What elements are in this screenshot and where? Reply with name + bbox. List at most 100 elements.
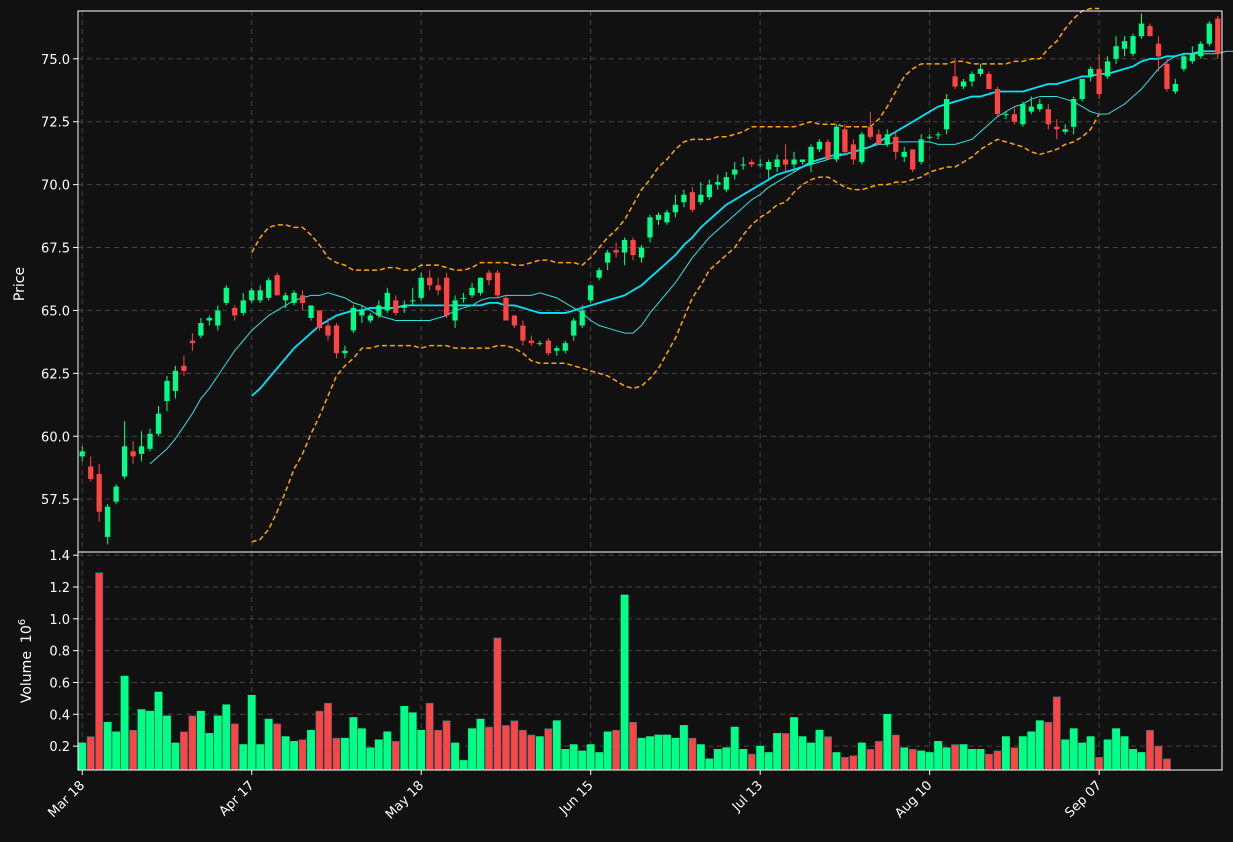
candle-body [1011,114,1018,122]
volume-bar [281,736,290,771]
candle-up [376,300,382,318]
candle-body [1062,129,1068,132]
candle-down [96,463,102,522]
volume-bar [196,710,205,771]
volume-bar [307,729,315,771]
candle-body [130,451,136,457]
candle-body [554,348,560,351]
candle-body [1206,23,1212,44]
candle-up [799,159,806,165]
candle-up [672,194,679,218]
candle-body [494,272,501,296]
candle-down [876,129,882,145]
volume-tick-label: 1.0 [49,613,70,628]
candle-body [757,164,763,166]
candle-up [282,292,289,308]
volume-bar [1137,752,1146,771]
candle-down [1155,36,1162,72]
volume-bar [1103,739,1112,771]
candle-down [842,124,848,155]
candle-body [138,446,145,454]
volume-bar [366,747,375,771]
candle-body [927,136,933,138]
candle-body [621,239,628,253]
volume-bar [171,742,180,771]
candle-body [1155,43,1162,57]
price-tick-label: 72.5 [41,116,70,131]
candle-body [333,325,340,354]
volume-bar [391,741,400,771]
volume-bar [468,728,476,771]
candle-up [698,182,704,205]
candle-body [206,317,212,321]
candle-body [350,307,357,331]
volume-bar [476,718,485,771]
candle-body [96,473,102,512]
volume-bar [103,721,112,771]
volume-axis-title: Volume 106 [17,619,35,703]
volume-bar [713,749,722,771]
candle-up [1121,36,1128,57]
candle-up [113,484,119,505]
volume-bar [256,744,265,771]
candle-body [181,365,187,371]
candle-up [240,292,246,316]
volume-bar [874,741,883,771]
volume-bar [349,717,358,771]
candle-body [1181,56,1187,69]
volume-bar [451,742,460,771]
candle-body [723,177,729,190]
volume-bar [934,741,943,771]
volume-bar [459,760,468,771]
volume-bar [1112,728,1121,771]
candle-up [460,292,467,303]
candle-body [655,214,662,220]
candle-up [164,375,170,412]
price-tick-label: 57.5 [41,493,70,508]
volume-bar [315,710,324,771]
candle-body [1003,114,1009,116]
volume-bar [663,734,671,771]
candle-body [799,159,806,162]
candle-down [299,290,306,311]
volume-bar [205,733,214,771]
candle-body [1147,26,1153,37]
volume-bar [612,729,621,771]
volume-tick-label: 0.4 [49,708,70,723]
volume-bar [213,715,222,771]
candle-down [689,187,695,213]
candle-up [791,151,797,173]
volume-bar [78,742,87,771]
volume-bar [230,723,239,771]
volume-bar [120,675,129,771]
candle-down [1096,53,1102,100]
volume-bars [78,572,1171,771]
volume-bar [959,744,968,771]
candle-down [316,310,323,331]
volume-bar [154,691,163,771]
volume-bar [222,704,231,771]
candle-up [1198,41,1204,59]
volume-axis-label: Volume [19,651,35,703]
candle-body [477,277,484,293]
candle-body [121,446,128,477]
candle-body [1172,83,1179,92]
volume-bar [1078,742,1087,771]
candle-up [918,134,924,165]
volume-bar [163,715,171,771]
volume-multiplier: 10 [19,625,35,643]
volume-bar [620,594,629,771]
candle-body [1113,46,1119,59]
candle-down [850,139,857,165]
candle-up [401,300,407,313]
volume-bar [1027,731,1036,771]
volume-bar [290,741,299,771]
candle-body [952,76,958,87]
candle-up [774,154,780,173]
candle-up [1206,21,1212,47]
volume-bar [527,734,536,771]
candle-body [325,325,331,336]
candle-up [418,272,424,301]
candle-down [986,71,992,90]
